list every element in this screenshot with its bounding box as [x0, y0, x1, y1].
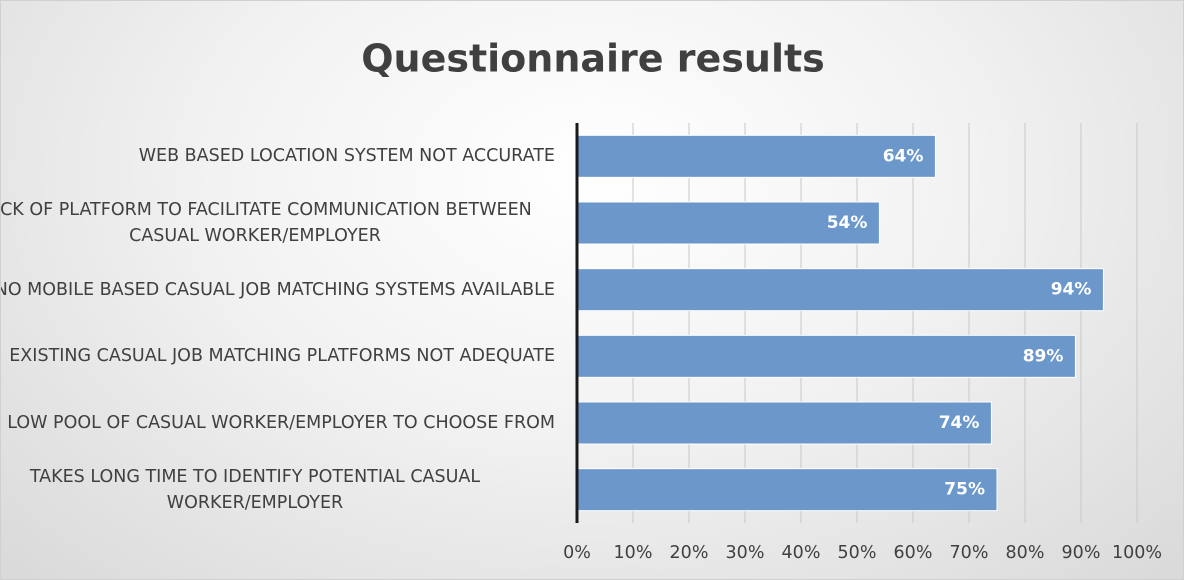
x-tick-label: 50% — [838, 543, 877, 563]
x-tick-label: 60% — [894, 543, 933, 563]
x-tick-label: 90% — [1062, 543, 1101, 563]
data-label: 74% — [939, 413, 980, 433]
data-label: 54% — [827, 213, 868, 233]
y-tick-label: LOW POOL OF CASUAL WORKER/EMPLOYER TO CH… — [7, 413, 555, 433]
x-tick-label: 10% — [614, 543, 653, 563]
y-tick-label-box: EXISTING CASUAL JOB MATCHING PLATFORMS N… — [1, 326, 555, 386]
x-tick-label: 100% — [1112, 543, 1162, 563]
data-label: 64% — [883, 146, 924, 166]
y-tick-label-box: NO MOBILE BASED CASUAL JOB MATCHING SYST… — [0, 260, 555, 320]
y-tick-label: NO MOBILE BASED CASUAL JOB MATCHING SYST… — [0, 279, 555, 300]
x-tick-label: 30% — [726, 543, 765, 563]
bar — [576, 401, 992, 445]
chart-title: Questionnaire results — [361, 37, 825, 81]
data-label: 75% — [944, 480, 985, 500]
bar — [576, 468, 998, 512]
y-tick-label-box: LACK OF PLATFORM TO FACILITATE COMMUNICA… — [0, 193, 555, 253]
x-tick-label: 40% — [782, 543, 821, 563]
y-tick-label: EXISTING CASUAL JOB MATCHING PLATFORMS N… — [9, 346, 555, 367]
y-tick-label: TAKES LONG TIME TO IDENTIFY POTENTIAL CA… — [29, 466, 481, 513]
x-tick-label: 70% — [950, 543, 989, 563]
bar — [576, 334, 1076, 378]
y-tick-label: WEB BASED LOCATION SYSTEM NOT ACCURATE — [138, 146, 555, 167]
x-tick-label: 0% — [563, 543, 591, 563]
x-tick-label: 80% — [1006, 543, 1045, 563]
y-tick-label: LACK OF PLATFORM TO FACILITATE COMMUNICA… — [0, 200, 532, 246]
bar — [576, 268, 1104, 312]
data-label: 94% — [1051, 280, 1092, 300]
bar — [576, 201, 880, 245]
y-tick-label-box: TAKES LONG TIME TO IDENTIFY POTENTIAL CA… — [1, 460, 555, 520]
bar — [576, 134, 936, 178]
y-tick-label-box: WEB BASED LOCATION SYSTEM NOT ACCURATE — [1, 126, 555, 186]
data-label: 89% — [1023, 346, 1064, 366]
y-tick-label-box: LOW POOL OF CASUAL WORKER/EMPLOYER TO CH… — [1, 393, 555, 453]
x-tick-label: 20% — [670, 543, 709, 563]
